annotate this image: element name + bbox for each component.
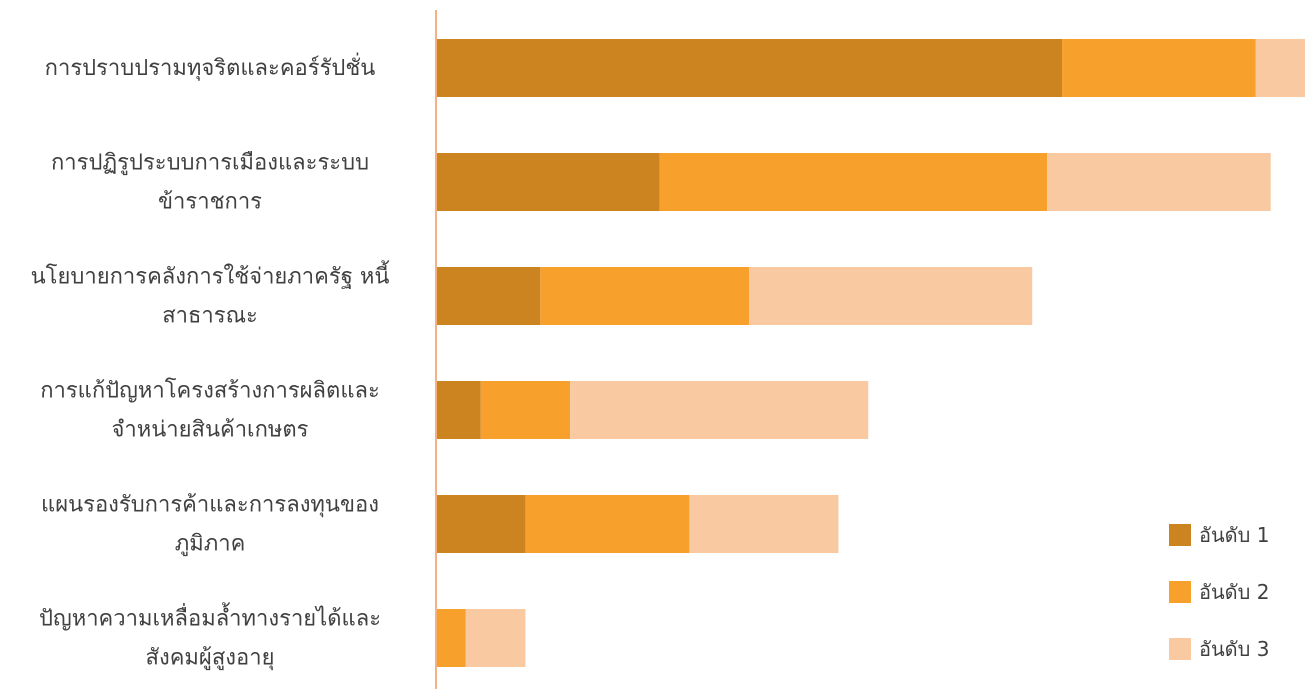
legend-swatch-1: [1169, 524, 1191, 546]
bar-segment-4-series-3: [570, 381, 869, 439]
bar-segment-5-series-1: [436, 495, 526, 553]
bar-segment-5-series-2: [525, 495, 690, 553]
legend: อันดับ 1 อันดับ 2 อันดับ 3: [1169, 523, 1269, 661]
bar-segment-6-series-3: [465, 609, 526, 667]
bar-segment-2-series-2: [659, 153, 1048, 211]
bar-segment-5-series-3: [689, 495, 839, 553]
category-label-1: การปราบปรามทุจริตและคอร์รัปชั่น: [45, 52, 376, 81]
category-labels-group: การปราบปรามทุจริตและคอร์รัปชั่นการปฏิรูป…: [31, 52, 390, 671]
bar-segment-2-series-1: [436, 153, 660, 211]
category-label-3: นโยบายการคลังการใช้จ่ายภาครัฐ หนี้สาธารณ…: [31, 261, 390, 329]
legend-label-1: อันดับ 1: [1199, 523, 1269, 547]
legend-label-3: อันดับ 3: [1199, 637, 1269, 661]
bar-segment-1-series-2: [1062, 39, 1256, 97]
bar-segment-1-series-1: [436, 39, 1063, 97]
legend-swatch-2: [1169, 581, 1191, 603]
bar-segment-2-series-3: [1047, 153, 1271, 211]
bar-segment-6-series-2: [436, 609, 466, 667]
bars-group: [436, 39, 1305, 667]
bar-segment-3-series-3: [749, 267, 1033, 325]
legend-swatch-3: [1169, 638, 1191, 660]
category-label-4: การแก้ปัญหาโครงสร้างการผลิตและจำหน่ายสิน…: [40, 378, 380, 443]
bar-segment-3-series-1: [436, 267, 541, 325]
bar-segment-4-series-2: [480, 381, 571, 439]
category-label-5: แผนรองรับการค้าและการลงทุนของภูมิภาค: [41, 493, 379, 557]
category-label-2: การปฏิรูประบบการเมืองและระบบข้าราชการ: [51, 151, 369, 215]
legend-label-2: อันดับ 2: [1199, 580, 1269, 604]
bar-segment-1-series-3: [1255, 39, 1305, 97]
bar-segment-3-series-2: [540, 267, 750, 325]
bar-segment-4-series-1: [436, 381, 481, 439]
category-label-6: ปัญหาความเหลื่อมล้ำทางรายได้และสังคมผู้ส…: [39, 603, 381, 671]
